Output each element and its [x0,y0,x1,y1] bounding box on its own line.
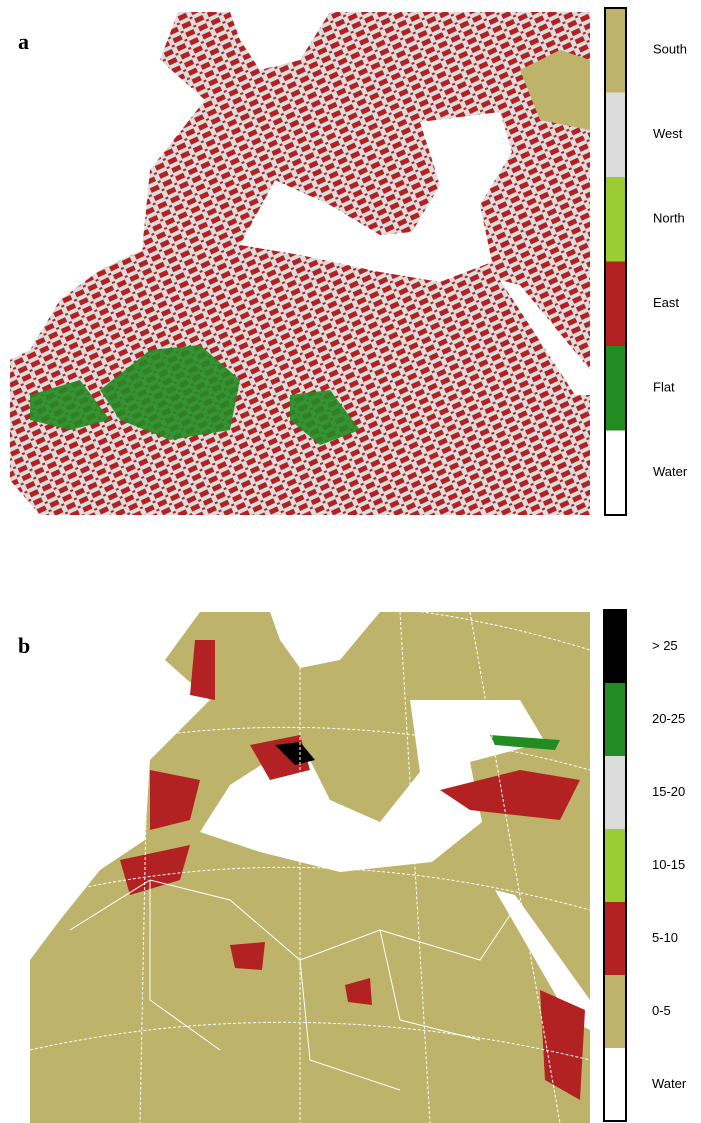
panel-label: a [18,29,29,54]
legend-label: 5-10 [652,930,678,945]
legend-swatch [605,262,626,347]
legend-swatch [604,902,626,975]
map-b [30,602,590,1123]
legend-swatch [605,177,626,262]
figure: a [0,0,701,1123]
legend-label: North [653,211,685,226]
legend-swatch [604,610,626,683]
legend-swatch [604,829,626,902]
legend-swatch [604,1048,626,1121]
legend-swatch [605,346,626,431]
legend-label: 10-15 [652,857,685,872]
legend-label: Water [652,1076,687,1091]
legend-swatch [605,431,626,516]
legend-swatch [604,975,626,1048]
legend-label: Flat [653,380,675,395]
legend-label: 20-25 [652,711,685,726]
legend-label: 15-20 [652,784,685,799]
map-a [10,12,590,515]
legend-label: 0-5 [652,1003,671,1018]
legend-label: > 25 [652,638,678,653]
panel-label: b [18,633,30,658]
legend-label: West [653,126,683,141]
legend-label: East [653,295,679,310]
legend-swatch [604,683,626,756]
legend-swatch [605,8,626,93]
legend-swatch [605,93,626,178]
legend-swatch [604,756,626,829]
legend-label: South [653,42,687,57]
legend-label: Water [653,464,688,479]
